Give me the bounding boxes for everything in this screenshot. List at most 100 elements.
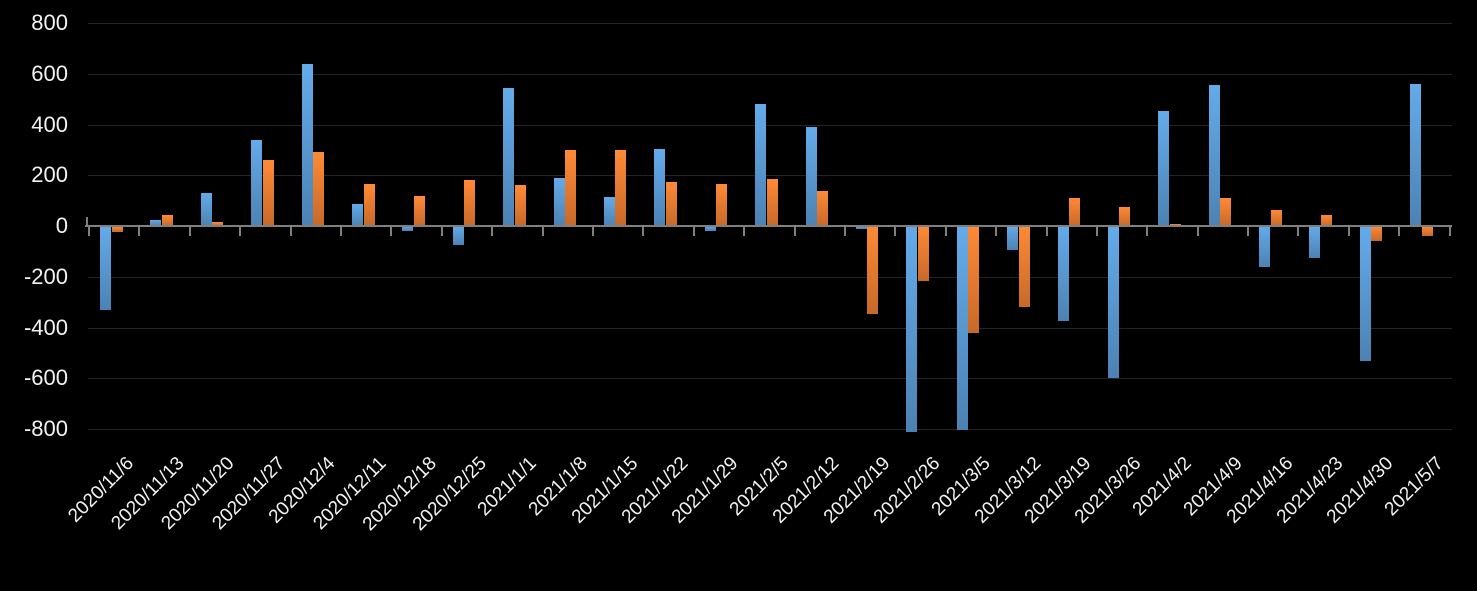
orange-bar <box>1119 207 1131 226</box>
x-axis-line <box>85 225 1452 227</box>
orange-bar <box>1270 209 1282 226</box>
blue-bar <box>1107 226 1119 379</box>
orange-bar <box>161 214 173 226</box>
orange-bar <box>1169 223 1181 226</box>
x-axis-tick <box>491 227 494 236</box>
blue-bar <box>352 204 363 226</box>
x-axis-tick <box>894 227 897 236</box>
y-axis-label: -200 <box>23 264 68 289</box>
orange-bar <box>464 180 476 226</box>
x-axis-tick <box>1347 227 1350 236</box>
gridline--200 <box>88 277 1452 278</box>
orange-bar <box>514 185 526 226</box>
blue-bar <box>1158 110 1170 226</box>
blue-bar <box>100 226 111 310</box>
x-axis-tick <box>1247 227 1249 236</box>
x-axis-tick <box>1196 227 1199 236</box>
orange-bar <box>766 179 778 226</box>
x-axis-tick <box>188 227 191 236</box>
x-axis-tick <box>390 227 393 236</box>
blue-bar <box>704 226 716 232</box>
blue-bar <box>1208 85 1220 226</box>
x-axis-tick <box>591 227 594 236</box>
x-axis-tick <box>692 227 695 236</box>
orange-bar <box>262 160 274 226</box>
x-axis-tick <box>793 227 796 236</box>
blue-bar <box>956 226 968 431</box>
y-axis-label: 800 <box>31 10 68 35</box>
y-axis-label: 0 <box>55 213 68 238</box>
x-axis-tick <box>642 227 645 236</box>
x-axis-tick <box>1146 227 1149 236</box>
x-axis-tick <box>843 227 846 236</box>
orange-bar <box>1220 198 1232 226</box>
x-axis-tick <box>1045 227 1048 236</box>
orange-bar <box>363 184 375 226</box>
gridline-200 <box>88 175 1452 176</box>
blue-bar <box>1057 226 1069 322</box>
orange-bar <box>1371 226 1383 242</box>
x-axis-tick <box>1095 227 1098 236</box>
orange-bar <box>1421 226 1433 237</box>
x-axis-tick <box>440 227 443 236</box>
x-axis-tick <box>239 227 242 236</box>
blue-bar <box>1410 83 1422 226</box>
orange-bar <box>1320 214 1332 226</box>
blue-bar <box>251 139 263 226</box>
y-axis-label: 600 <box>31 61 68 86</box>
x-axis-tick <box>995 227 998 236</box>
x-axis-tick <box>743 227 746 236</box>
orange-bar <box>917 226 929 281</box>
gridline-800 <box>88 23 1452 24</box>
blue-bar <box>402 226 414 232</box>
blue-bar <box>1259 226 1270 267</box>
x-axis-tick <box>541 227 544 236</box>
blue-bar <box>452 226 464 245</box>
blue-bar <box>603 196 615 226</box>
blue-bar <box>200 193 212 226</box>
orange-bar <box>313 152 325 226</box>
x-axis-tick <box>138 227 141 236</box>
blue-bar <box>906 226 918 432</box>
orange-bar <box>968 226 980 333</box>
orange-bar <box>212 222 224 226</box>
blue-bar <box>855 226 867 229</box>
orange-bar <box>615 149 627 226</box>
x-axis-tick <box>1398 227 1401 236</box>
x-axis-tick <box>289 227 292 236</box>
blue-bar <box>503 87 515 226</box>
orange-bar <box>716 184 728 226</box>
blue-bar <box>654 148 666 226</box>
orange-bar <box>867 226 879 314</box>
x-axis-tick <box>1297 227 1300 236</box>
gridline--400 <box>88 328 1452 329</box>
blue-bar <box>805 127 817 226</box>
blue-bar <box>150 219 162 226</box>
orange-bar <box>1018 226 1030 308</box>
blue-bar <box>1007 226 1019 251</box>
y-axis-stub <box>86 217 88 226</box>
gridline--800 <box>88 429 1452 430</box>
y-axis-label: 200 <box>31 162 68 187</box>
x-axis-tick <box>340 227 342 236</box>
x-axis-tick <box>88 227 90 236</box>
blue-bar <box>301 63 313 226</box>
y-axis-label: -400 <box>23 315 68 340</box>
orange-bar <box>817 190 828 226</box>
y-axis-label: -600 <box>23 365 68 390</box>
blue-bar <box>1309 226 1321 258</box>
orange-bar <box>111 226 123 233</box>
blue-bar <box>1359 226 1371 361</box>
y-axis-label: 400 <box>31 112 68 137</box>
orange-bar <box>565 149 576 226</box>
y-axis-label: -800 <box>23 416 68 441</box>
orange-bar <box>665 181 677 226</box>
gridline--600 <box>88 378 1452 379</box>
gridline-600 <box>88 74 1452 75</box>
blue-bar <box>553 177 565 226</box>
blue-bar <box>755 104 767 226</box>
x-axis-tick <box>944 227 947 236</box>
orange-bar <box>413 195 425 226</box>
orange-bar <box>1069 198 1080 226</box>
